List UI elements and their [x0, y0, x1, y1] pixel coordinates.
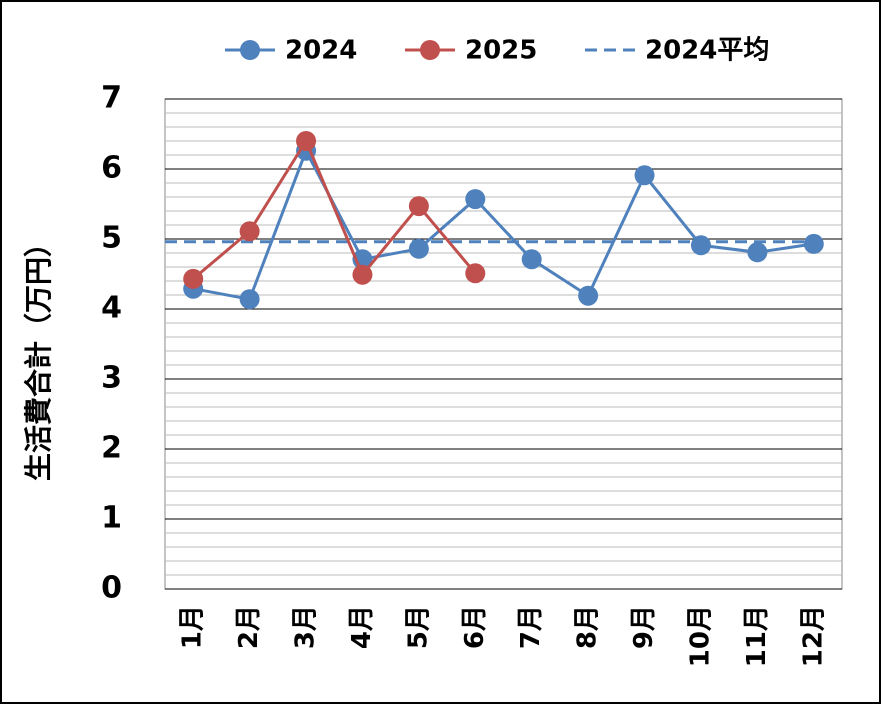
data-point	[183, 268, 204, 289]
series-line	[192, 137, 477, 281]
x-tick-label: 4月	[347, 605, 377, 649]
legend-label: 2024	[285, 36, 357, 66]
y-tick-label: 7	[101, 81, 122, 116]
y-tick-label: 3	[101, 361, 122, 396]
data-point	[578, 285, 599, 306]
x-tick-label: 9月	[629, 605, 659, 649]
data-point	[521, 249, 542, 270]
data-point	[296, 131, 317, 151]
x-tick-label: 7月	[516, 605, 546, 649]
y-tick-label: 4	[101, 291, 122, 326]
data-point	[408, 238, 429, 259]
legend-marker	[420, 40, 440, 60]
data-point	[352, 264, 373, 285]
y-axis-label: 生活費合計（万円）	[22, 229, 55, 481]
y-tick-label: 5	[101, 221, 122, 256]
x-tick-label: 5月	[403, 605, 433, 649]
data-point	[634, 165, 655, 186]
data-point	[690, 235, 711, 256]
data-point	[239, 221, 260, 242]
x-tick-label: 1月	[178, 605, 208, 649]
x-tick-label: 3月	[291, 605, 321, 649]
y-tick-label: 1	[101, 501, 122, 536]
x-tick-label: 11月	[742, 605, 772, 667]
y-tick-label: 2	[101, 431, 122, 466]
x-tick-label: 8月	[573, 605, 603, 649]
legend-label: 2024平均	[645, 36, 769, 66]
legend-marker	[240, 40, 260, 60]
x-tick-label: 10月	[685, 605, 715, 667]
x-tick-label: 2月	[234, 605, 264, 649]
data-point	[465, 189, 486, 210]
data-point	[747, 242, 768, 263]
data-point	[408, 196, 429, 217]
y-tick-label: 0	[101, 571, 122, 606]
plot-area	[164, 98, 843, 590]
data-point	[239, 289, 260, 310]
legend-label: 2025	[465, 36, 537, 66]
y-tick-label: 6	[101, 151, 122, 186]
x-tick-label: 6月	[460, 605, 490, 649]
x-tick-label: 12月	[798, 605, 828, 667]
data-point	[803, 233, 824, 254]
data-point	[465, 263, 486, 284]
